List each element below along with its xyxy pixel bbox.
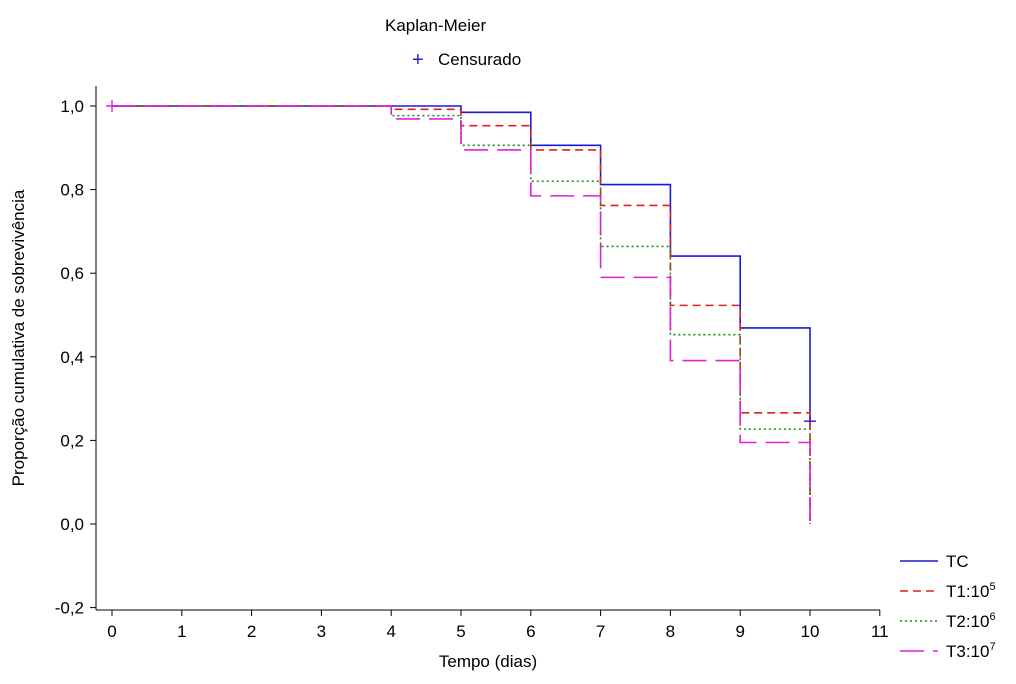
legend-label-2: T1:105 [946, 581, 996, 601]
x-tick-label: 11 [871, 622, 889, 641]
x-axis-title: Tempo (dias) [439, 652, 537, 671]
x-tick-label: 5 [456, 622, 465, 641]
y-tick-label: 0,2 [60, 431, 84, 450]
chart-title: Kaplan-Meier [385, 16, 486, 35]
y-tick-label: 1,0 [60, 97, 84, 116]
axes: -0,2 0,0 0,2 0,4 0,6 0,8 1,0 0 1 2 3 4 5 6 7 8 9 10 11 [55, 86, 889, 641]
series-line-2 [112, 105, 811, 524]
x-tick-label: 6 [526, 622, 535, 641]
censor-legend-label: Censurado [438, 50, 521, 69]
y-tick-label: 0,0 [60, 515, 84, 534]
series-line-1 [112, 105, 811, 422]
x-tick-label: 0 [107, 622, 116, 641]
x-tick-label: 2 [247, 622, 256, 641]
series-layer [106, 100, 816, 524]
x-tick-label: 10 [801, 622, 820, 641]
y-tick-label: 0,6 [60, 264, 84, 283]
series-line-3 [112, 105, 811, 524]
series-line-4 [112, 105, 811, 524]
legend-label-4: T3:107 [946, 641, 996, 661]
x-tick-label: 4 [386, 622, 395, 641]
legend-label-superscript: 7 [989, 641, 995, 653]
x-tick-label: 3 [317, 622, 326, 641]
y-tick-label: 0,8 [60, 181, 84, 200]
x-tick-label: 8 [666, 622, 675, 641]
x-tick-label: 9 [735, 622, 744, 641]
x-tick-label: 1 [177, 622, 186, 641]
legend: TC T1:105 T2:106 T3:107 [900, 552, 996, 661]
legend-label-superscript: 5 [989, 581, 995, 593]
legend-label-3: T2:106 [946, 611, 996, 631]
y-tick-label: 0,4 [60, 348, 84, 367]
legend-label-1: TC [946, 552, 969, 571]
y-axis-title: Proporção cumulativa de sobrevivência [9, 189, 28, 486]
x-tick-label: 7 [596, 622, 605, 641]
y-tick-label: -0,2 [55, 599, 84, 618]
censor-legend: + Censurado [412, 49, 521, 71]
legend-label-superscript: 6 [989, 611, 995, 623]
censor-symbol-icon: + [412, 49, 424, 71]
